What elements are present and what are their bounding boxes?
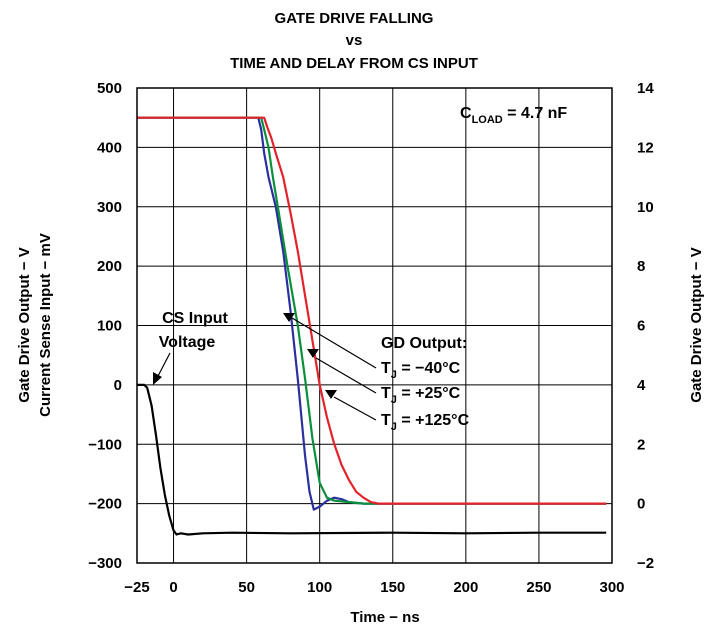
y-right-axis-title: Gate Drive Output − V (688, 247, 705, 402)
y-left-tick-label: −300 (88, 555, 122, 572)
tj-main-3: T (381, 412, 391, 429)
y-right-tick-label: 2 (637, 436, 645, 453)
title-line-3: TIME AND DELAY FROM CS INPUT (230, 55, 478, 72)
tj-value-1: = −40°C (397, 360, 461, 377)
tj-value-2: = +25°C (397, 385, 461, 402)
x-tick-label: 50 (238, 579, 255, 596)
y-left-axis-title-2: Current Sense Input − mV (37, 233, 54, 417)
y-left-tick-label: −100 (88, 436, 122, 453)
cs-label-line-1: CS Input (162, 310, 228, 327)
y-right-tick-label: 12 (637, 139, 654, 156)
tj-value-3: = +125°C (397, 412, 470, 429)
y-left-tick-label: 300 (97, 199, 122, 216)
tj-pointer-arrowhead-2 (307, 349, 319, 358)
x-tick-label: −25 (124, 579, 149, 596)
annotations: CLOAD = 4.7 nF CS Input Voltage GD Outpu… (153, 105, 567, 433)
x-tick-label: 0 (169, 579, 177, 596)
tj-pointer-line-1 (291, 317, 377, 369)
cload-subscript: LOAD (472, 114, 503, 126)
tj-pointer-arrowhead-3 (325, 390, 337, 399)
cs-label-line-2: Voltage (159, 334, 216, 351)
cload-main: C (460, 105, 472, 122)
x-tick-label: 250 (526, 579, 551, 596)
y-left-tick-label: −200 (88, 496, 122, 513)
y-left-tick-label: 0 (114, 377, 122, 394)
y-left-tick-label: 200 (97, 258, 122, 275)
tj-pointer-line-3 (333, 396, 377, 421)
x-tick-label: 150 (380, 579, 405, 596)
tj-label-3: TJ = +125°C (381, 412, 470, 433)
title-line-1: GATE DRIVE FALLING (275, 10, 434, 27)
x-tick-label: 100 (307, 579, 332, 596)
tj-sub-3: J (391, 421, 397, 433)
y-left-tick-label: 400 (97, 139, 122, 156)
series-line-0 (137, 383, 607, 536)
chart-title: GATE DRIVE FALLING vs TIME AND DELAY FRO… (230, 10, 478, 72)
tj-label-1: TJ = −40°C (381, 360, 461, 381)
title-line-2: vs (346, 32, 363, 49)
x-tick-label: 200 (453, 579, 478, 596)
y-right-tick-label: 10 (637, 199, 654, 216)
x-axis-title: Time − ns (350, 609, 419, 626)
tj-pointer-arrowhead-1 (283, 313, 295, 322)
y-right-tick-label: 6 (637, 318, 645, 335)
cs-pointer-line (156, 352, 171, 379)
y-left-axis-title-1: Gate Drive Output − V (16, 247, 33, 402)
tj-main-2: T (381, 385, 391, 402)
tick-labels: −25 0 50 100 150 200 250 3005004003002001000−10… (88, 80, 654, 596)
y-right-tick-label: 14 (637, 80, 654, 97)
tj-sub-1: J (391, 369, 397, 381)
y-right-tick-label: −2 (637, 555, 654, 572)
cs-pointer-arrowhead (153, 372, 162, 385)
cload-rest: = 4.7 nF (503, 105, 568, 122)
gd-output-header: GD Output: (381, 335, 467, 352)
x-tick-label: 300 (599, 579, 624, 596)
y-left-tick-label: 500 (97, 80, 122, 97)
tj-pointer-line-2 (315, 357, 377, 394)
series-group (137, 116, 607, 536)
y-right-tick-label: 8 (637, 258, 645, 275)
tj-label-2: TJ = +25°C (381, 385, 461, 406)
series-line-3 (137, 116, 607, 505)
cload-annotation: CLOAD = 4.7 nF (460, 105, 567, 126)
y-left-tick-label: 100 (97, 318, 122, 335)
plot-frame (136, 87, 613, 564)
tj-main-1: T (381, 360, 391, 377)
y-right-tick-label: 4 (637, 377, 646, 394)
y-right-tick-label: 0 (637, 496, 645, 513)
tj-sub-2: J (391, 394, 397, 406)
